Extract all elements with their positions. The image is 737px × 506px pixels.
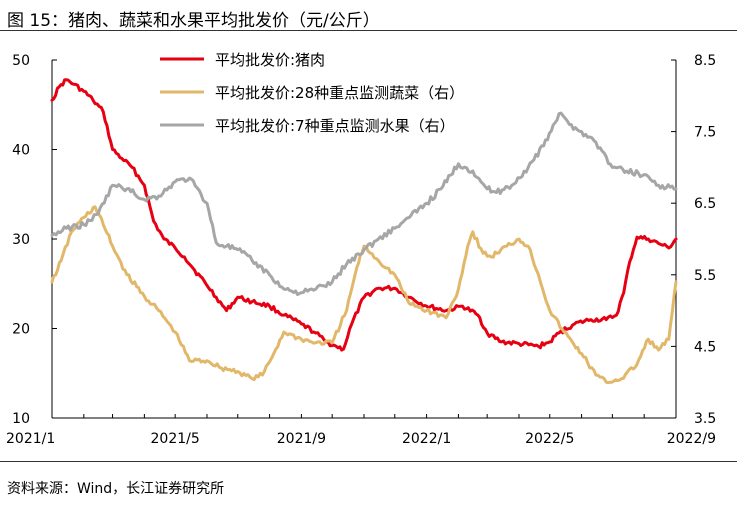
legend-label: 平均批发价:猪肉 (215, 51, 325, 69)
y-left-tick-label: 50 (12, 53, 30, 69)
y-right-tick-label: 5.5 (694, 268, 716, 284)
y-left-tick-label: 10 (12, 411, 30, 427)
y-right-tick-label: 6.5 (694, 196, 716, 212)
chart-title: 图 15：猪肉、蔬菜和水果平均批发价（元/公斤） (7, 11, 380, 31)
series-line-pork (50, 78, 678, 352)
y-right-tick-label: 8.5 (694, 53, 716, 69)
bottom-divider (0, 461, 737, 462)
series-layer (50, 78, 678, 385)
y-left-tick-label: 40 (12, 143, 30, 159)
axes: 10 20 30 40 50 3.5 4.5 5.5 6.5 7.5 8.5 2021/1 2021/5… (6, 53, 716, 447)
top-divider (0, 30, 737, 31)
x-tick-label: 2022/5 (525, 431, 574, 447)
y-right-tick-label: 4.5 (694, 339, 716, 355)
line-chart: 10 20 30 40 50 3.5 4.5 5.5 6.5 7.5 8.5 2021/1 2021/5… (6, 51, 716, 447)
y-right-tick-label: 7.5 (694, 125, 716, 141)
x-tick-label: 2021/1 (6, 431, 55, 447)
source-note: 资料来源：Wind，长江证券研究所 (7, 481, 225, 497)
y-left-tick-label: 20 (12, 322, 30, 338)
x-tick-label: 2022/9 (667, 431, 716, 447)
x-tick-label: 2022/1 (402, 431, 451, 447)
series-line-fruit (50, 111, 678, 296)
x-tick-label: 2021/5 (151, 431, 200, 447)
y-left-tick-label: 30 (12, 232, 30, 248)
legend-label: 平均批发价:7种重点监测水果（右） (215, 117, 455, 135)
x-tick-label: 2021/9 (277, 431, 326, 447)
legend-label: 平均批发价:28种重点监测蔬菜（右） (215, 84, 464, 102)
y-right-tick-label: 3.5 (694, 411, 716, 427)
